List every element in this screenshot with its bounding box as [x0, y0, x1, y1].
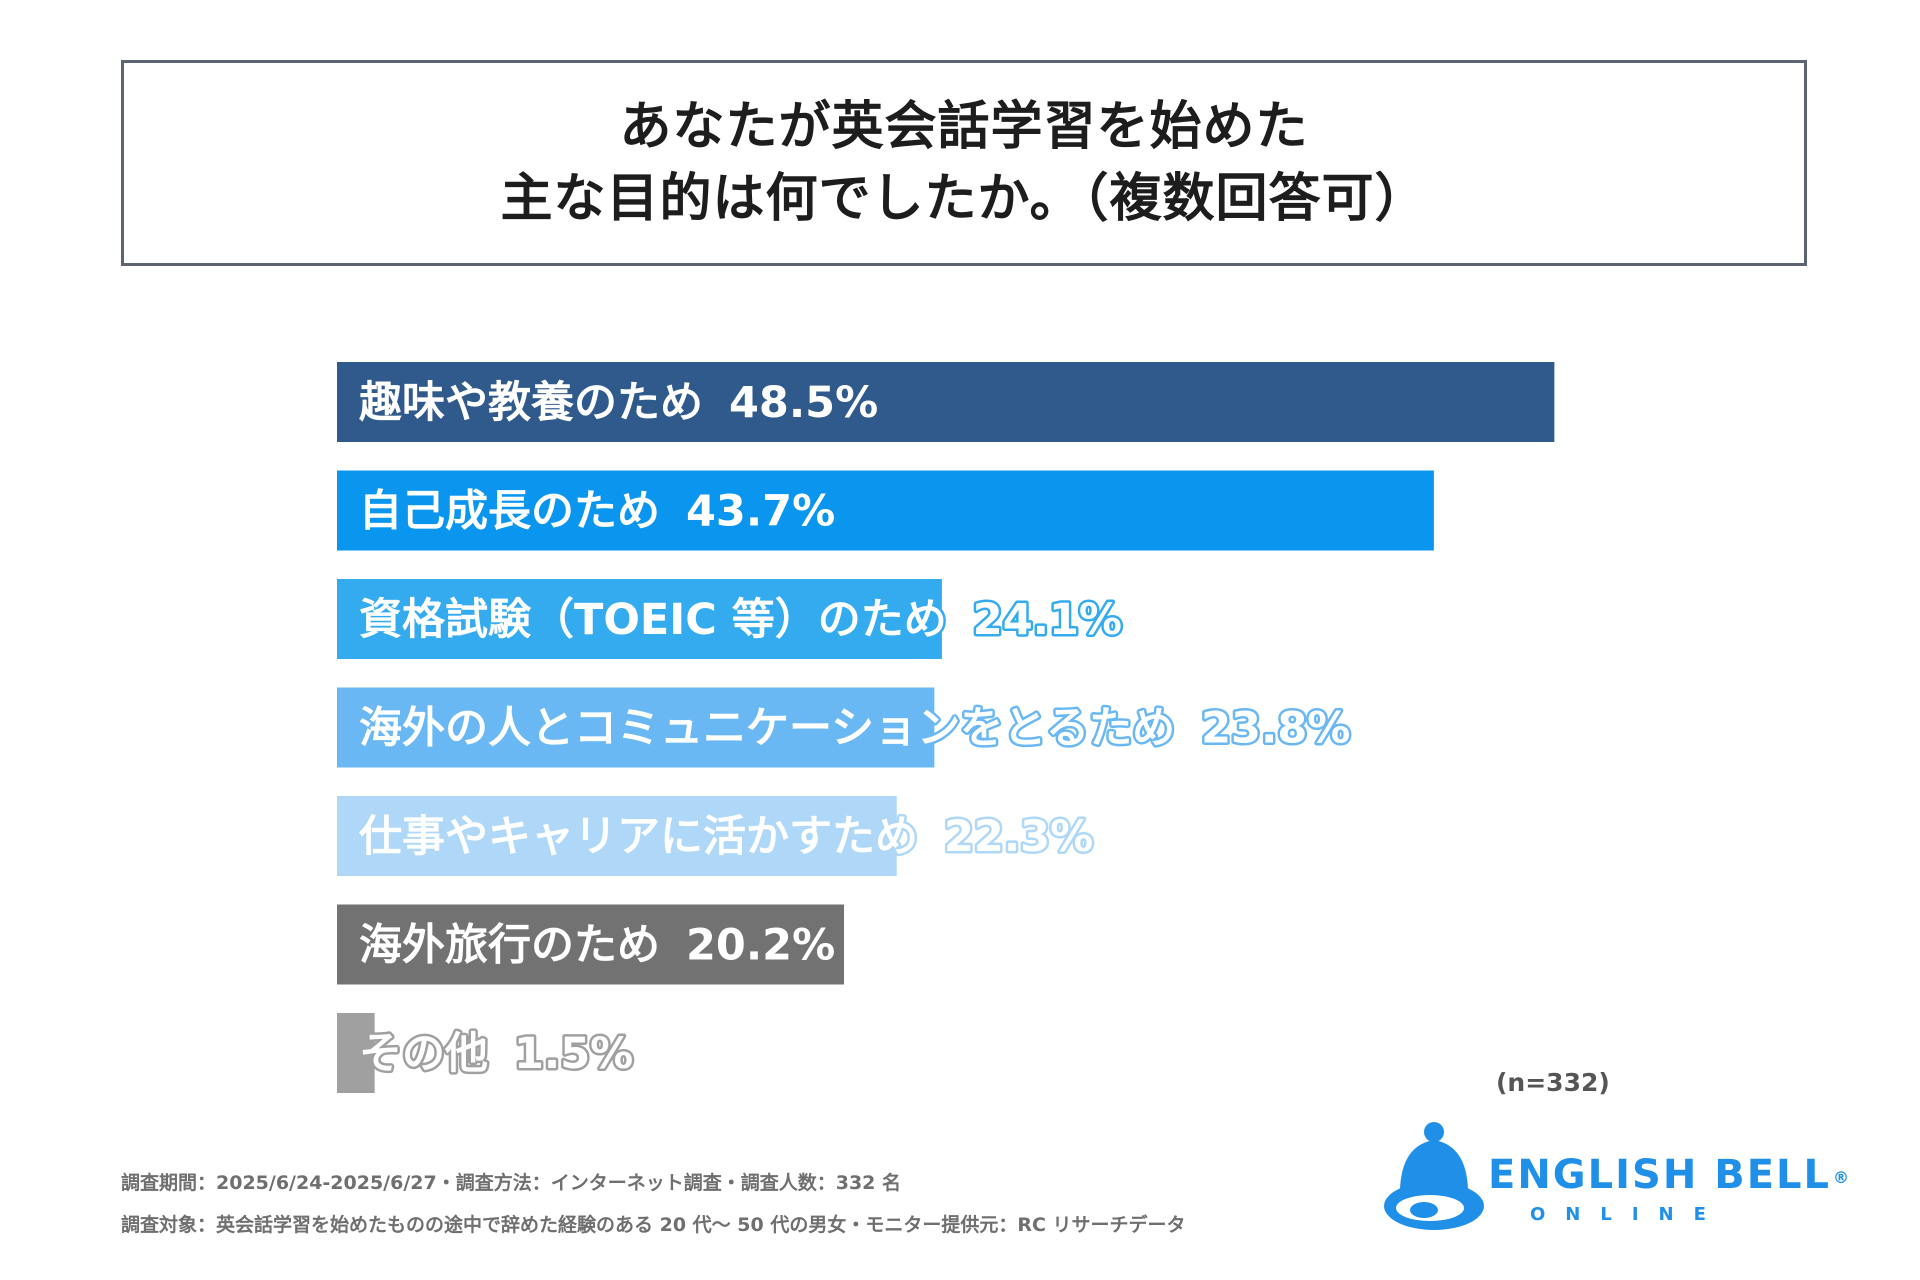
logo-text: ENGLISH BELL ® — [1488, 1152, 1852, 1198]
title-line-2: 主な目的は何でしたか。（複数回答可） — [500, 169, 1428, 229]
value-label-6: 1.5% — [514, 1029, 633, 1079]
value-label-2: 24.1% — [973, 595, 1122, 645]
category-label-3: 海外の人とコミュニケーションをとるため — [359, 704, 1175, 754]
bar-1 — [337, 470, 1434, 551]
category-label-6: その他 — [359, 1029, 488, 1079]
bar-label-6: その他 1.5% — [359, 1029, 633, 1079]
english-bell-logo: ENGLISH BELL ® ONLINE — [1378, 1118, 1849, 1238]
value-label-5: 20.2% — [686, 921, 835, 971]
bar-4 — [337, 796, 897, 876]
value-label-0: 48.5% — [729, 378, 878, 428]
title-line-1: あなたが英会話学習を始めた — [619, 97, 1309, 157]
category-label-1: 自己成長のため — [359, 487, 660, 537]
value-label-1: 43.7% — [686, 487, 835, 537]
bar-label-4: 仕事やキャリアに活かすため 22.3% — [359, 812, 1093, 862]
bar-label-5: 海外旅行のため 20.2% — [359, 921, 835, 971]
category-label-5: 海外旅行のため — [359, 921, 660, 971]
category-label-2: 資格試験（TOEIC 等）のため — [359, 595, 947, 645]
logo-subtext: ONLINE — [1530, 1204, 1726, 1225]
category-label-4: 仕事やキャリアに活かすため — [359, 812, 918, 862]
title-box: あなたが英会話学習を始めた 主な目的は何でしたか。（複数回答可） — [121, 60, 1807, 266]
bar-3 — [337, 687, 935, 768]
bar-0 — [337, 362, 1555, 442]
bar-2 — [337, 579, 942, 659]
value-label-4: 22.3% — [944, 812, 1093, 862]
sample-size-label: (n=332) — [1496, 1068, 1610, 1097]
survey-notes: 調査期間：2025/6/24-2025/6/27・調査方法：インターネット調査・… — [121, 1162, 1186, 1246]
bar-5 — [337, 904, 845, 985]
survey-note-period: 調査期間：2025/6/24-2025/6/27・調査方法：インターネット調査・… — [121, 1172, 902, 1194]
bar-label-2: 資格試験（TOEIC 等）のため 24.1% — [359, 595, 1122, 645]
bar-6 — [337, 1013, 375, 1093]
category-label-0: 趣味や教養のため — [359, 378, 703, 428]
bell-icon — [1384, 1122, 1484, 1230]
registered-mark: ® — [1833, 1167, 1852, 1187]
bar-label-1: 自己成長のため 43.7% — [359, 487, 835, 537]
bar-label-3: 海外の人とコミュニケーションをとるため 23.8% — [359, 704, 1350, 754]
value-label-3: 23.8% — [1201, 704, 1350, 754]
survey-note-target: 調査対象：英会話学習を始めたものの途中で辞めた経験のある 20 代〜 50 代の… — [121, 1214, 1186, 1236]
bar-label-0: 趣味や教養のため 48.5% — [359, 378, 878, 428]
